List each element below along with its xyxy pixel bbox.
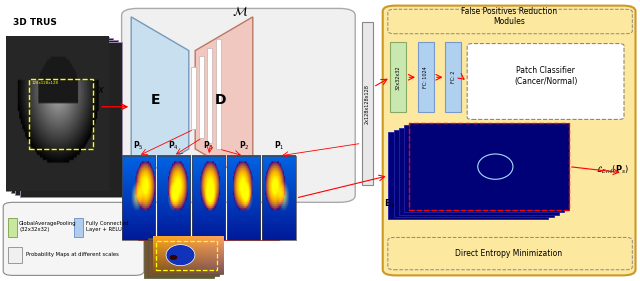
- FancyBboxPatch shape: [216, 39, 221, 149]
- Text: $\mathbf{E}_z$: $\mathbf{E}_z$: [384, 198, 396, 210]
- FancyBboxPatch shape: [207, 48, 212, 143]
- Text: $\mathcal{L}_{Cls}$: $\mathcal{L}_{Cls}$: [536, 122, 556, 135]
- FancyBboxPatch shape: [191, 67, 196, 129]
- Polygon shape: [195, 17, 253, 183]
- Text: FC: 1024: FC: 1024: [424, 66, 428, 88]
- Text: 2x128x128x128: 2x128x128x128: [365, 84, 370, 124]
- FancyBboxPatch shape: [418, 42, 434, 112]
- Ellipse shape: [166, 244, 195, 266]
- FancyBboxPatch shape: [394, 130, 554, 217]
- FancyBboxPatch shape: [388, 132, 548, 219]
- Text: 128x128x128: 128x128x128: [32, 81, 59, 85]
- FancyBboxPatch shape: [383, 6, 636, 275]
- Text: Patch Classifier
(Cancer/Normal): Patch Classifier (Cancer/Normal): [514, 66, 578, 86]
- FancyBboxPatch shape: [409, 123, 569, 210]
- Text: False Positives Reduction
Modules: False Positives Reduction Modules: [461, 7, 557, 26]
- FancyBboxPatch shape: [122, 8, 355, 202]
- Text: $\mathcal{L}_{Seg}$: $\mathcal{L}_{Seg}$: [189, 241, 208, 253]
- FancyBboxPatch shape: [15, 40, 118, 195]
- FancyBboxPatch shape: [74, 218, 83, 237]
- Text: $\mathbf{P}_1$: $\mathbf{P}_1$: [274, 140, 284, 152]
- FancyBboxPatch shape: [8, 247, 22, 263]
- FancyBboxPatch shape: [467, 44, 624, 119]
- FancyBboxPatch shape: [3, 202, 144, 275]
- FancyBboxPatch shape: [6, 37, 109, 191]
- FancyBboxPatch shape: [390, 42, 406, 112]
- FancyBboxPatch shape: [11, 38, 113, 193]
- FancyBboxPatch shape: [445, 42, 461, 112]
- Text: $\mathcal{L}_{Ent}(\mathbf{P}_s)$: $\mathcal{L}_{Ent}(\mathbf{P}_s)$: [596, 164, 629, 176]
- Text: Probability Maps at different scales: Probability Maps at different scales: [26, 252, 118, 257]
- Text: $\mathbf{P}_3$: $\mathbf{P}_3$: [204, 140, 214, 152]
- FancyBboxPatch shape: [148, 238, 219, 276]
- Text: 32x32x32: 32x32x32: [396, 65, 401, 90]
- Ellipse shape: [170, 255, 177, 260]
- FancyBboxPatch shape: [153, 236, 223, 274]
- Polygon shape: [131, 17, 189, 183]
- FancyBboxPatch shape: [144, 240, 214, 278]
- Text: GlobalAveragePooling
(32x32x32): GlobalAveragePooling (32x32x32): [19, 221, 77, 232]
- Text: Fully Connected
Layer + RELU: Fully Connected Layer + RELU: [86, 221, 128, 232]
- Text: $\mathbf{D}$: $\mathbf{D}$: [214, 93, 227, 107]
- Text: $x$: $x$: [97, 85, 105, 95]
- Text: 3D TRUS: 3D TRUS: [13, 18, 57, 27]
- Text: $\mathbf{P}_2$: $\mathbf{P}_2$: [239, 140, 249, 152]
- Text: $\mathbf{E}$: $\mathbf{E}$: [150, 93, 160, 107]
- FancyBboxPatch shape: [404, 125, 564, 212]
- FancyBboxPatch shape: [399, 128, 559, 215]
- Text: $\mathcal{M}$: $\mathcal{M}$: [232, 4, 248, 18]
- FancyBboxPatch shape: [362, 22, 373, 185]
- Text: FC: 2: FC: 2: [451, 71, 456, 83]
- FancyBboxPatch shape: [20, 42, 122, 197]
- Text: $\mathbf{P}_5$: $\mathbf{P}_5$: [133, 140, 143, 152]
- Text: Direct Entropy Minimization: Direct Entropy Minimization: [455, 249, 563, 258]
- FancyBboxPatch shape: [8, 218, 17, 237]
- Text: $\mathbf{P}_4$: $\mathbf{P}_4$: [168, 140, 179, 152]
- FancyBboxPatch shape: [199, 56, 204, 138]
